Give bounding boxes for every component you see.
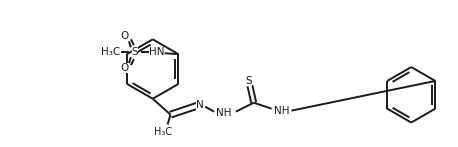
Text: O: O (121, 63, 129, 73)
Text: NH: NH (216, 108, 232, 118)
Text: H₃C: H₃C (153, 127, 172, 137)
Text: NH: NH (274, 106, 289, 116)
Text: S: S (131, 47, 138, 57)
Text: S: S (245, 76, 252, 86)
Text: N: N (196, 100, 204, 110)
Text: HN: HN (149, 47, 164, 57)
Text: O: O (121, 31, 129, 41)
Text: H₃C: H₃C (102, 47, 121, 57)
